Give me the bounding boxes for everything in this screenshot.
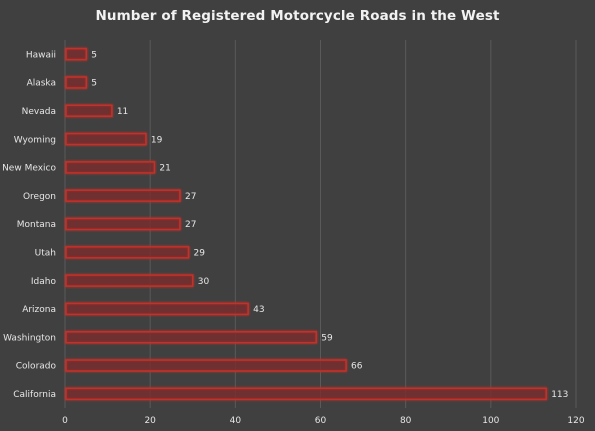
category-label-washington: Washington bbox=[3, 333, 56, 343]
bar-wyoming bbox=[65, 132, 147, 146]
bar-new-mexico bbox=[65, 161, 156, 174]
x-tick-label-80: 80 bbox=[400, 416, 412, 426]
data-label-california: 113 bbox=[551, 390, 568, 400]
bar-nevada bbox=[65, 104, 113, 118]
data-label-alaska: 5 bbox=[91, 79, 97, 89]
category-label-oregon: Oregon bbox=[23, 192, 56, 202]
data-label-nevada: 11 bbox=[117, 107, 128, 117]
x-tick-label-0: 0 bbox=[62, 416, 68, 426]
bar-montana bbox=[65, 217, 181, 231]
data-label-montana: 27 bbox=[185, 220, 196, 230]
x-tick-label-100: 100 bbox=[482, 416, 499, 426]
x-tick-label-20: 20 bbox=[144, 416, 156, 426]
bar-arizona bbox=[65, 302, 249, 316]
category-label-nevada: Nevada bbox=[22, 107, 56, 117]
data-label-new-mexico: 21 bbox=[159, 164, 170, 174]
bar-california bbox=[65, 387, 547, 401]
data-label-arizona: 43 bbox=[253, 305, 264, 315]
bar-washington bbox=[65, 330, 318, 344]
category-label-arizona: Arizona bbox=[22, 305, 56, 315]
x-tick-label-120: 120 bbox=[567, 416, 584, 426]
bar-alaska bbox=[65, 76, 88, 89]
data-label-washington: 59 bbox=[321, 333, 333, 343]
bar-utah bbox=[65, 246, 190, 259]
data-label-oregon: 27 bbox=[185, 192, 196, 202]
x-tick-label-40: 40 bbox=[230, 416, 242, 426]
category-label-utah: Utah bbox=[35, 249, 56, 259]
data-label-wyoming: 19 bbox=[151, 135, 163, 145]
data-label-utah: 29 bbox=[193, 249, 205, 259]
x-tick-label-60: 60 bbox=[315, 416, 327, 426]
category-label-montana: Montana bbox=[17, 220, 56, 230]
bar-idaho bbox=[65, 274, 194, 287]
data-label-colorado: 66 bbox=[351, 362, 363, 372]
chart-title: Number of Registered Motorcycle Roads in… bbox=[95, 8, 500, 24]
category-label-california: California bbox=[13, 390, 56, 400]
bar-colorado bbox=[65, 359, 347, 372]
category-label-alaska: Alaska bbox=[27, 79, 56, 89]
bars bbox=[65, 47, 547, 401]
category-label-colorado: Colorado bbox=[16, 362, 57, 372]
labels: 0 20 40 60 80 100 120 Hawaii 5 Alaska 5 Nevada 11 Wyo… bbox=[2, 50, 585, 426]
category-label-new-mexico: New Mexico bbox=[2, 164, 56, 174]
bar-oregon bbox=[65, 189, 181, 202]
data-label-idaho: 30 bbox=[198, 277, 210, 287]
category-label-idaho: Idaho bbox=[31, 277, 57, 287]
data-label-hawaii: 5 bbox=[91, 50, 97, 60]
bar-hawaii bbox=[65, 47, 88, 61]
category-label-wyoming: Wyoming bbox=[14, 135, 56, 145]
category-label-hawaii: Hawaii bbox=[26, 50, 56, 60]
